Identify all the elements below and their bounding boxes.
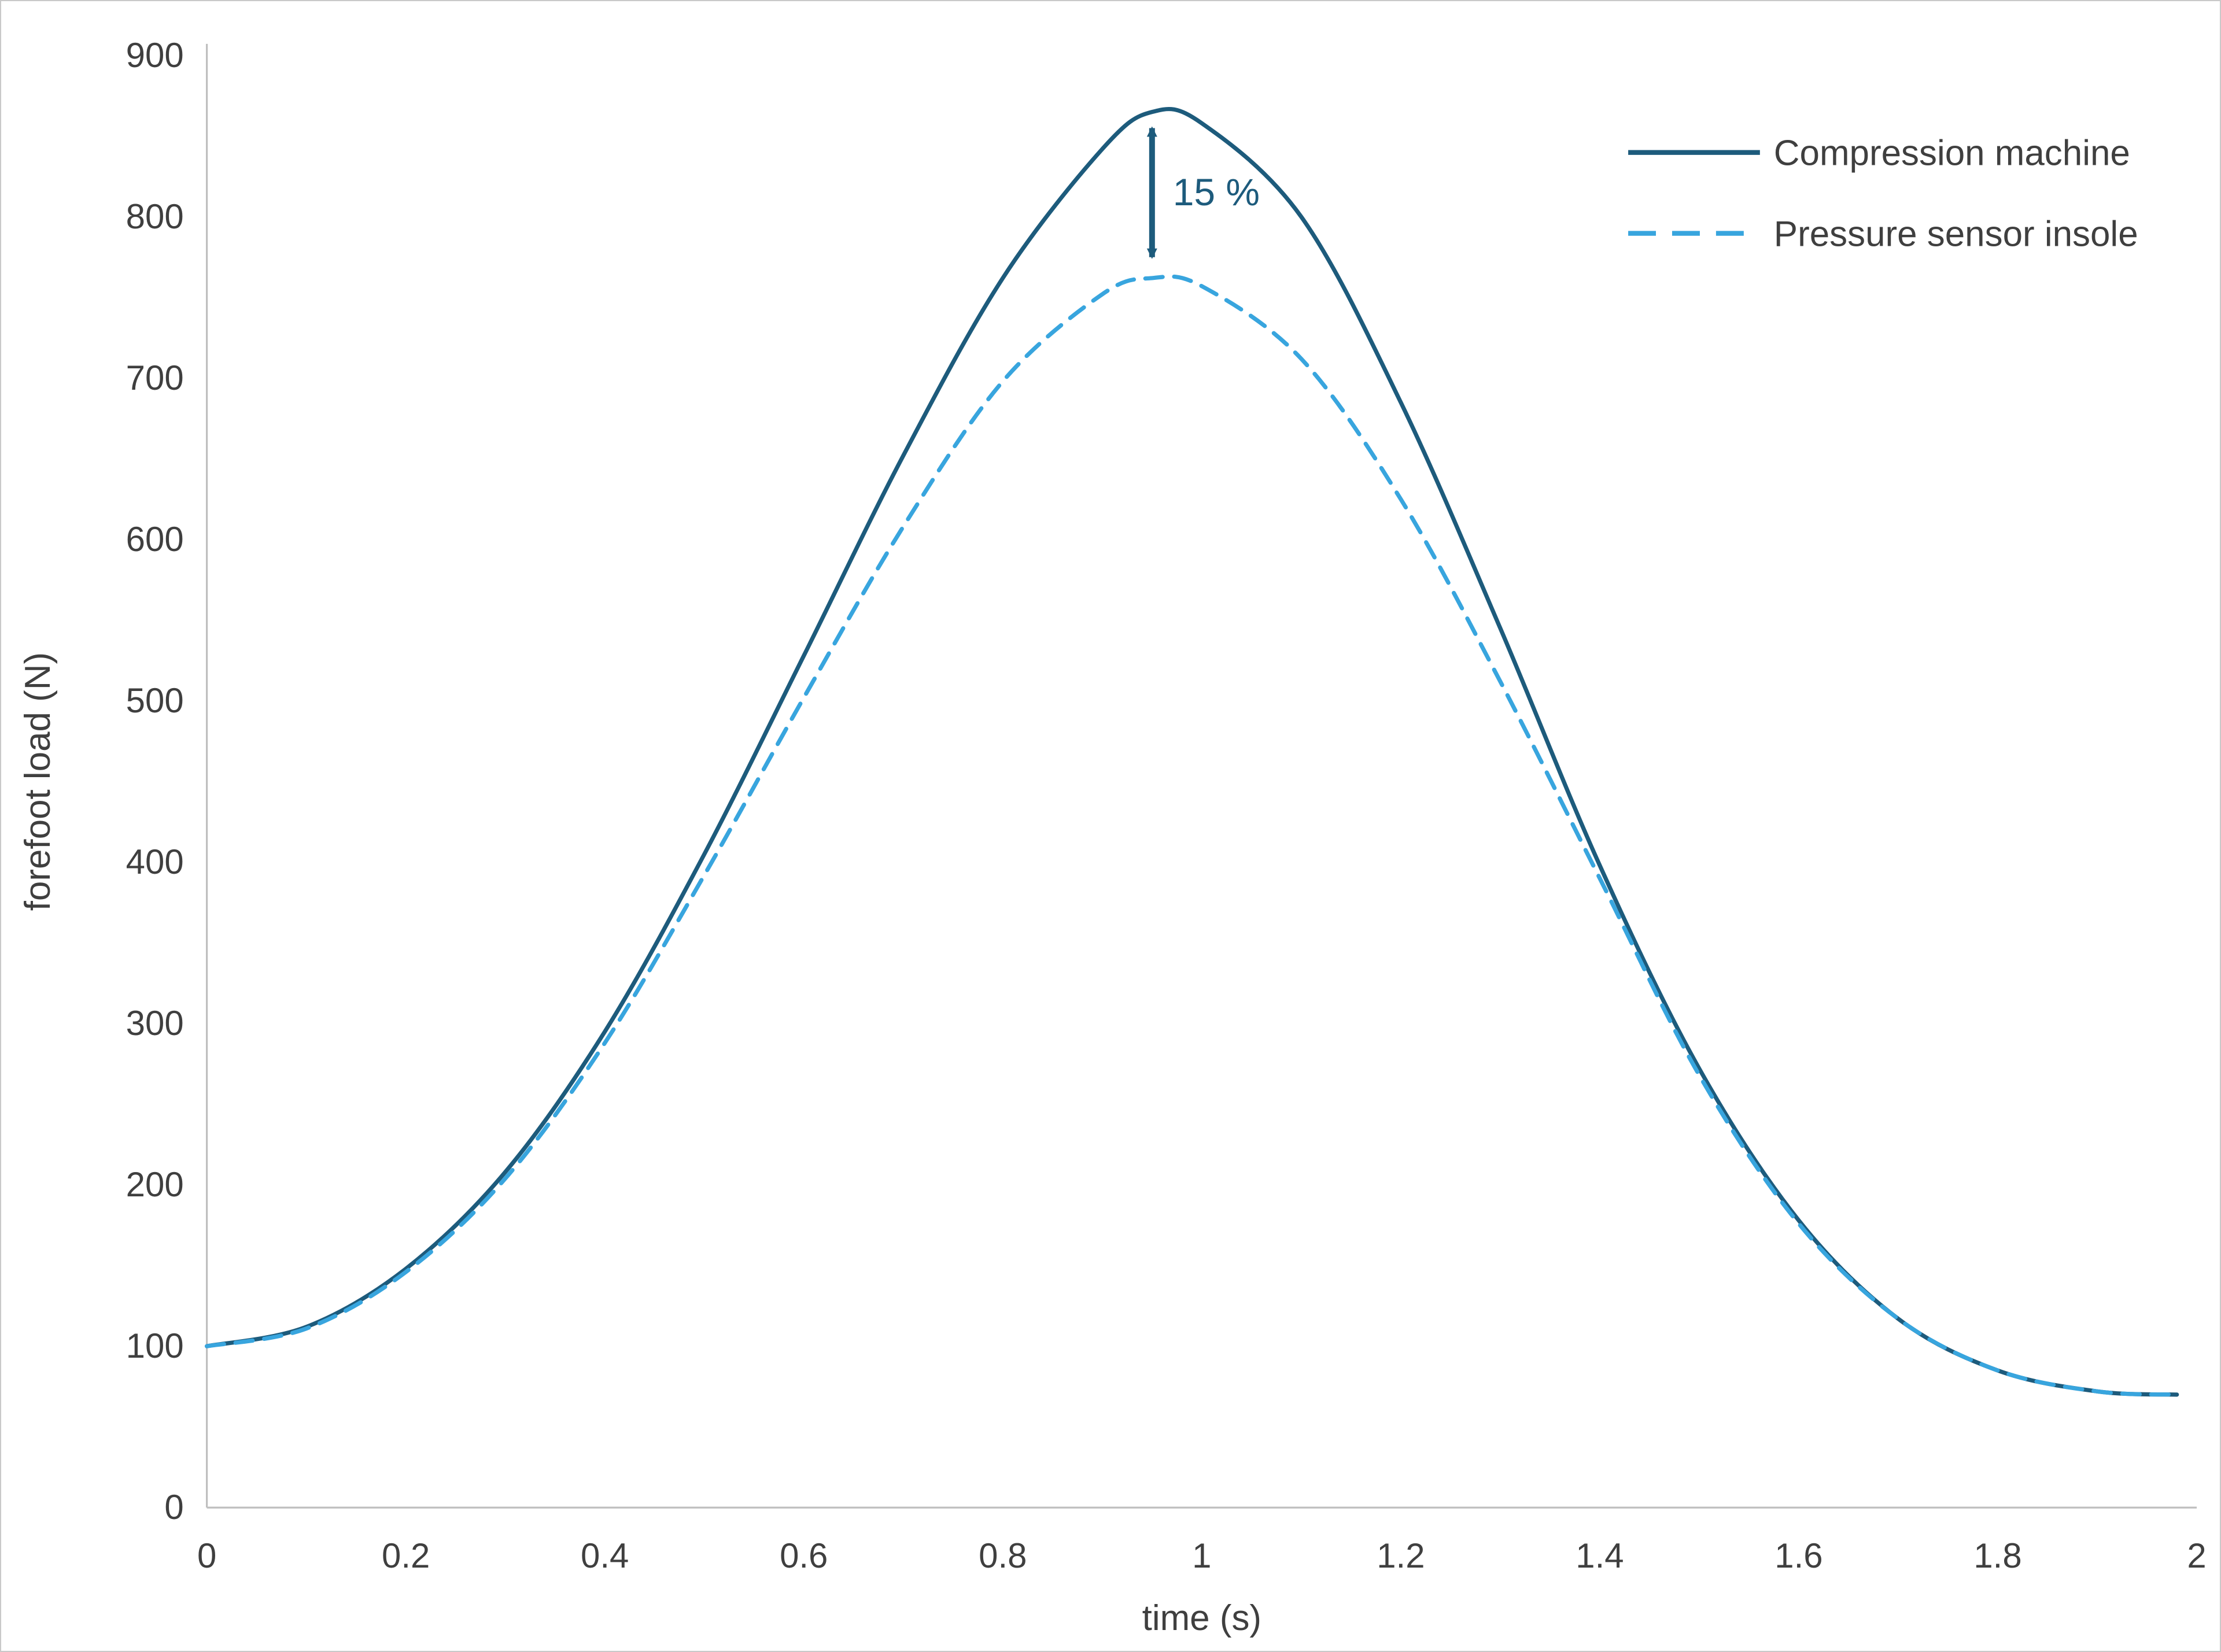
y-tick-label: 500	[126, 681, 184, 720]
x-tick-label: 0.6	[780, 1536, 828, 1575]
x-tick-label: 0.4	[581, 1536, 629, 1575]
legend-label-compression-machine: Compression machine	[1774, 134, 2130, 173]
y-tick-label: 700	[126, 359, 184, 397]
y-axis-title: forefoot load (N)	[18, 652, 58, 911]
series-compression-machine	[205, 106, 2179, 1397]
x-tick-label: 0.2	[382, 1536, 430, 1575]
y-tick-label: 900	[126, 36, 184, 75]
y-tick-label: 100	[126, 1326, 184, 1365]
x-tick-label: 0	[197, 1536, 216, 1575]
y-tick-label: 0	[164, 1488, 183, 1527]
x-tick-label: 1.6	[1774, 1536, 1822, 1575]
x-axis-title: time (s)	[1142, 1598, 1261, 1638]
y-tick-label: 400	[126, 842, 184, 881]
legend-label-pressure-sensor-insole: Pressure sensor insole	[1774, 215, 2138, 254]
y-tick-label: 800	[126, 197, 184, 236]
x-tick-label: 1.2	[1377, 1536, 1425, 1575]
y-tick-label: 300	[126, 1004, 184, 1043]
y-tick-label: 200	[126, 1165, 184, 1204]
x-tick-label: 2	[2187, 1536, 2206, 1575]
x-tick-label: 1.8	[1973, 1536, 2021, 1575]
series-pressure-sensor-insole	[205, 274, 2179, 1397]
y-tick-label: 600	[126, 520, 184, 559]
difference-annotation-label: 15 %	[1173, 171, 1260, 213]
x-tick-label: 1.4	[1576, 1536, 1624, 1575]
x-tick-label: 1	[1192, 1536, 1211, 1575]
x-tick-label: 0.8	[979, 1536, 1027, 1575]
